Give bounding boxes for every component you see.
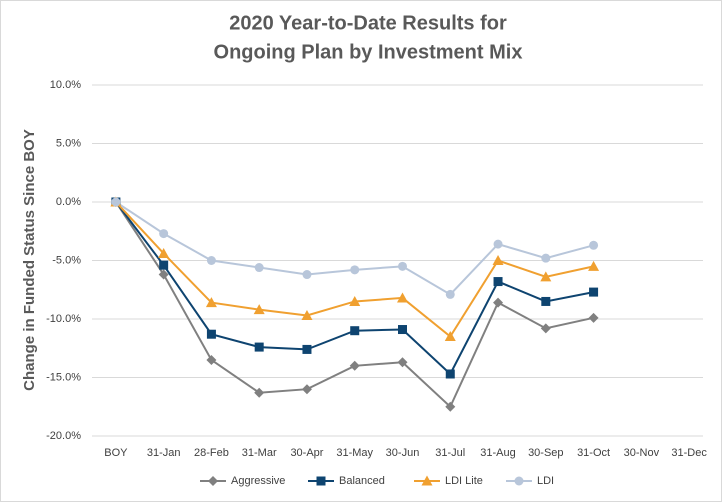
data-point xyxy=(205,297,217,308)
data-point xyxy=(589,287,599,297)
y-tick-label: 5.0% xyxy=(56,137,81,149)
data-point xyxy=(588,312,599,323)
chart-title: Ongoing Plan by Investment Mix xyxy=(214,41,523,63)
y-tick-label: 10.0% xyxy=(50,79,81,91)
data-point xyxy=(253,304,265,315)
data-point xyxy=(397,292,408,303)
x-tick-label: 31-Jul xyxy=(435,447,465,459)
data-point xyxy=(541,253,551,263)
y-tick-label: -15.0% xyxy=(46,371,81,383)
x-tick-label: 30-Apr xyxy=(290,447,323,459)
x-tick-label: 31-Aug xyxy=(480,447,515,459)
data-point xyxy=(492,255,504,265)
y-tick-label: -20.0% xyxy=(46,430,81,442)
data-point xyxy=(540,271,552,282)
data-point xyxy=(493,277,503,287)
x-tick-label: BOY xyxy=(104,447,128,459)
chart-title: 2020 Year-to-Date Results for xyxy=(229,12,507,34)
data-point xyxy=(493,297,504,308)
data-point xyxy=(349,295,361,306)
data-point xyxy=(158,247,170,258)
y-tick-label: -5.0% xyxy=(52,254,81,266)
legend-label: LDI xyxy=(537,475,554,487)
data-point xyxy=(254,387,265,398)
data-point xyxy=(397,357,408,368)
y-axis-label: Change in Funded Status Since BOY xyxy=(21,129,38,391)
x-tick-label: 31-Dec xyxy=(671,447,707,459)
data-point xyxy=(206,256,216,265)
x-tick-label: 31-Mar xyxy=(242,447,277,459)
data-point xyxy=(301,309,313,320)
y-tick-label: -10.0% xyxy=(46,313,81,325)
data-point xyxy=(541,296,551,306)
data-point xyxy=(445,289,455,299)
data-point xyxy=(398,261,407,271)
x-tick-label: 30-Sep xyxy=(528,447,563,459)
data-point xyxy=(444,331,456,342)
data-point xyxy=(350,265,360,275)
data-point xyxy=(493,239,503,249)
legend-label: Aggressive xyxy=(231,475,285,487)
x-tick-label: 31-May xyxy=(336,447,373,459)
x-tick-label: 28-Feb xyxy=(194,447,229,459)
y-tick-label: 0.0% xyxy=(56,196,81,208)
legend-marker xyxy=(316,476,326,486)
data-point xyxy=(159,229,169,239)
data-point xyxy=(302,344,312,354)
x-tick-label: 30-Jun xyxy=(386,447,420,459)
data-point xyxy=(301,384,312,395)
legend-label: Balanced xyxy=(339,475,385,487)
data-point xyxy=(445,401,456,412)
data-point xyxy=(398,325,407,335)
data-point xyxy=(158,269,169,280)
data-point xyxy=(206,329,216,339)
legend-marker xyxy=(421,475,433,486)
data-point xyxy=(302,270,312,280)
data-point xyxy=(254,342,264,352)
data-point xyxy=(206,354,217,365)
x-tick-label: 31-Jan xyxy=(147,447,181,459)
data-point xyxy=(349,360,360,371)
data-point xyxy=(111,197,121,207)
data-point xyxy=(589,240,599,250)
data-point xyxy=(254,263,264,273)
data-point xyxy=(350,326,360,336)
x-tick-label: 31-Oct xyxy=(577,447,610,459)
data-point xyxy=(588,260,600,271)
data-point xyxy=(540,323,551,334)
legend-label: LDI Lite xyxy=(445,475,483,487)
data-point xyxy=(159,260,169,270)
x-tick-label: 30-Nov xyxy=(624,447,660,459)
legend-marker xyxy=(514,476,524,486)
data-point xyxy=(445,369,455,379)
legend-marker xyxy=(208,476,218,486)
